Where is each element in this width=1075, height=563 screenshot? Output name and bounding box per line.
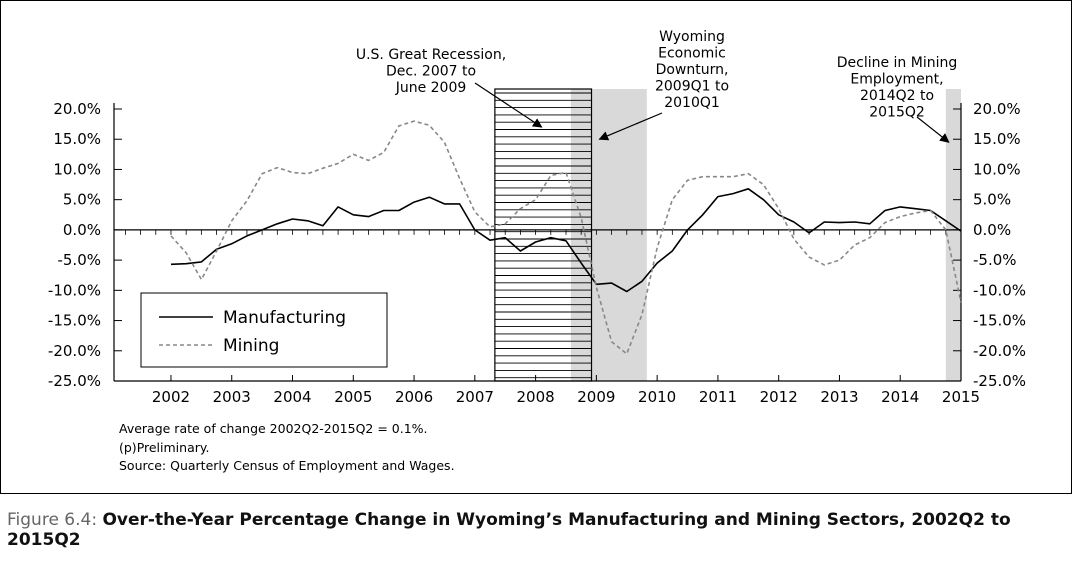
note-preliminary: (p)Preliminary.	[119, 440, 209, 455]
y-tick-label-left: -5.0%	[57, 251, 101, 269]
x-tick-label: 2010	[638, 388, 676, 406]
y-tick-label-right: -25.0%	[973, 372, 1026, 390]
series-line-manufacturing	[170, 188, 962, 293]
y-tick-label-left: 10.0%	[53, 160, 101, 178]
x-tick-label: 2005	[334, 388, 372, 406]
annotation-text-line: Economic	[658, 46, 726, 62]
y-tick-label-left: 20.0%	[53, 100, 101, 118]
y-tick-label-left: 5.0%	[63, 191, 101, 209]
note-source: Source: Quarterly Census of Employment a…	[119, 458, 455, 473]
y-tick-label-right: 5.0%	[973, 191, 1011, 209]
series-line-mining	[170, 120, 962, 355]
x-tick-label: 2013	[820, 388, 858, 406]
figure-title: Over-the-Year Percentage Change in Wyomi…	[7, 510, 1011, 550]
x-tick-label: 2012	[760, 388, 798, 406]
y-tick-label-right: 0.0%	[973, 221, 1011, 239]
shaded-period-2	[945, 89, 961, 381]
y-tick-label-right: 10.0%	[973, 160, 1021, 178]
x-tick-label: 2002	[152, 388, 190, 406]
y-tick-label-left: -10.0%	[48, 281, 101, 299]
x-tick-label: 2007	[456, 388, 494, 406]
axes	[113, 103, 962, 382]
annotation-arrow	[598, 112, 663, 141]
legend: Manufacturing Mining	[140, 292, 388, 368]
figure-label: Figure 6.4:	[7, 510, 98, 530]
chart-frame: 20.0% 15.0% 10.0% 5.0% 0.0% -5.0% -10.0% -15.0%…	[0, 0, 1072, 494]
x-tick-label: 2008	[517, 388, 555, 406]
line-chart: 20.0% 15.0% 10.0% 5.0% 0.0% -5.0% -10.0% -15.0%…	[48, 29, 1026, 473]
y-tick-label-right: 15.0%	[973, 130, 1021, 148]
series-lines	[170, 120, 962, 355]
x-tick-label: 2015	[942, 388, 980, 406]
annotation-text-line: 2010Q1	[664, 95, 720, 111]
y-tick-label-left: -20.0%	[48, 342, 101, 360]
shaded-periods	[494, 88, 961, 382]
x-tick-label: 2014	[881, 388, 919, 406]
annotation-text-line: Wyoming	[659, 29, 725, 45]
x-tick-label: 2006	[395, 388, 433, 406]
left-axis-ticks: 20.0% 15.0% 10.0% 5.0% 0.0% -5.0% -10.0% -15.0%…	[48, 100, 122, 390]
y-tick-label-right: 20.0%	[973, 100, 1021, 118]
annotation-arrow	[916, 116, 950, 143]
annotation-text-line: 2009Q1 to	[655, 79, 729, 95]
x-tick-label: 2004	[273, 388, 311, 406]
y-tick-label-left: -25.0%	[48, 372, 101, 390]
annotation-text-line: Downturn,	[656, 62, 729, 78]
x-tick-label: 2003	[213, 388, 251, 406]
shaded-period-1	[570, 89, 647, 381]
legend-label-mining: Mining	[223, 336, 279, 356]
figure-caption: Figure 6.4: Over-the-Year Percentage Cha…	[7, 510, 1057, 550]
x-tick-label: 2011	[699, 388, 737, 406]
annotation-text-line: 2014Q2 to	[860, 88, 934, 104]
annotation-arrow	[474, 82, 543, 128]
x-axis-ticks: 2002 2003 2004 2005 2006 2007 2008 2009 2010 2011…	[124, 229, 980, 406]
x-tick-label: 2009	[577, 388, 615, 406]
annotation-text-line: Employment,	[850, 72, 943, 88]
annotation-text-line: 2015Q2	[869, 105, 925, 121]
legend-box	[140, 292, 388, 368]
chart-notes: Average rate of change 2002Q2-2015Q2 = 0…	[119, 421, 455, 473]
annotation-text-line: Decline in Mining	[837, 55, 958, 71]
y-tick-label-left: -15.0%	[48, 312, 101, 330]
y-tick-label-left: 15.0%	[53, 130, 101, 148]
y-tick-label-right: -5.0%	[973, 251, 1017, 269]
note-average: Average rate of change 2002Q2-2015Q2 = 0…	[119, 421, 428, 436]
legend-label-manufacturing: Manufacturing	[223, 308, 346, 328]
annotation-text-line: Dec. 2007 to	[386, 64, 476, 80]
right-axis-ticks: 20.0% 15.0% 10.0% 5.0% 0.0% -5.0% -10.0% -15.0%…	[953, 100, 1026, 390]
y-tick-label-right: -20.0%	[973, 342, 1026, 360]
y-tick-label-right: -15.0%	[973, 312, 1026, 330]
y-tick-label-left: 0.0%	[63, 221, 101, 239]
annotation-text-line: U.S. Great Recession,	[356, 47, 506, 63]
y-tick-label-right: -10.0%	[973, 281, 1026, 299]
annotation-text-line: June 2009	[395, 80, 467, 96]
